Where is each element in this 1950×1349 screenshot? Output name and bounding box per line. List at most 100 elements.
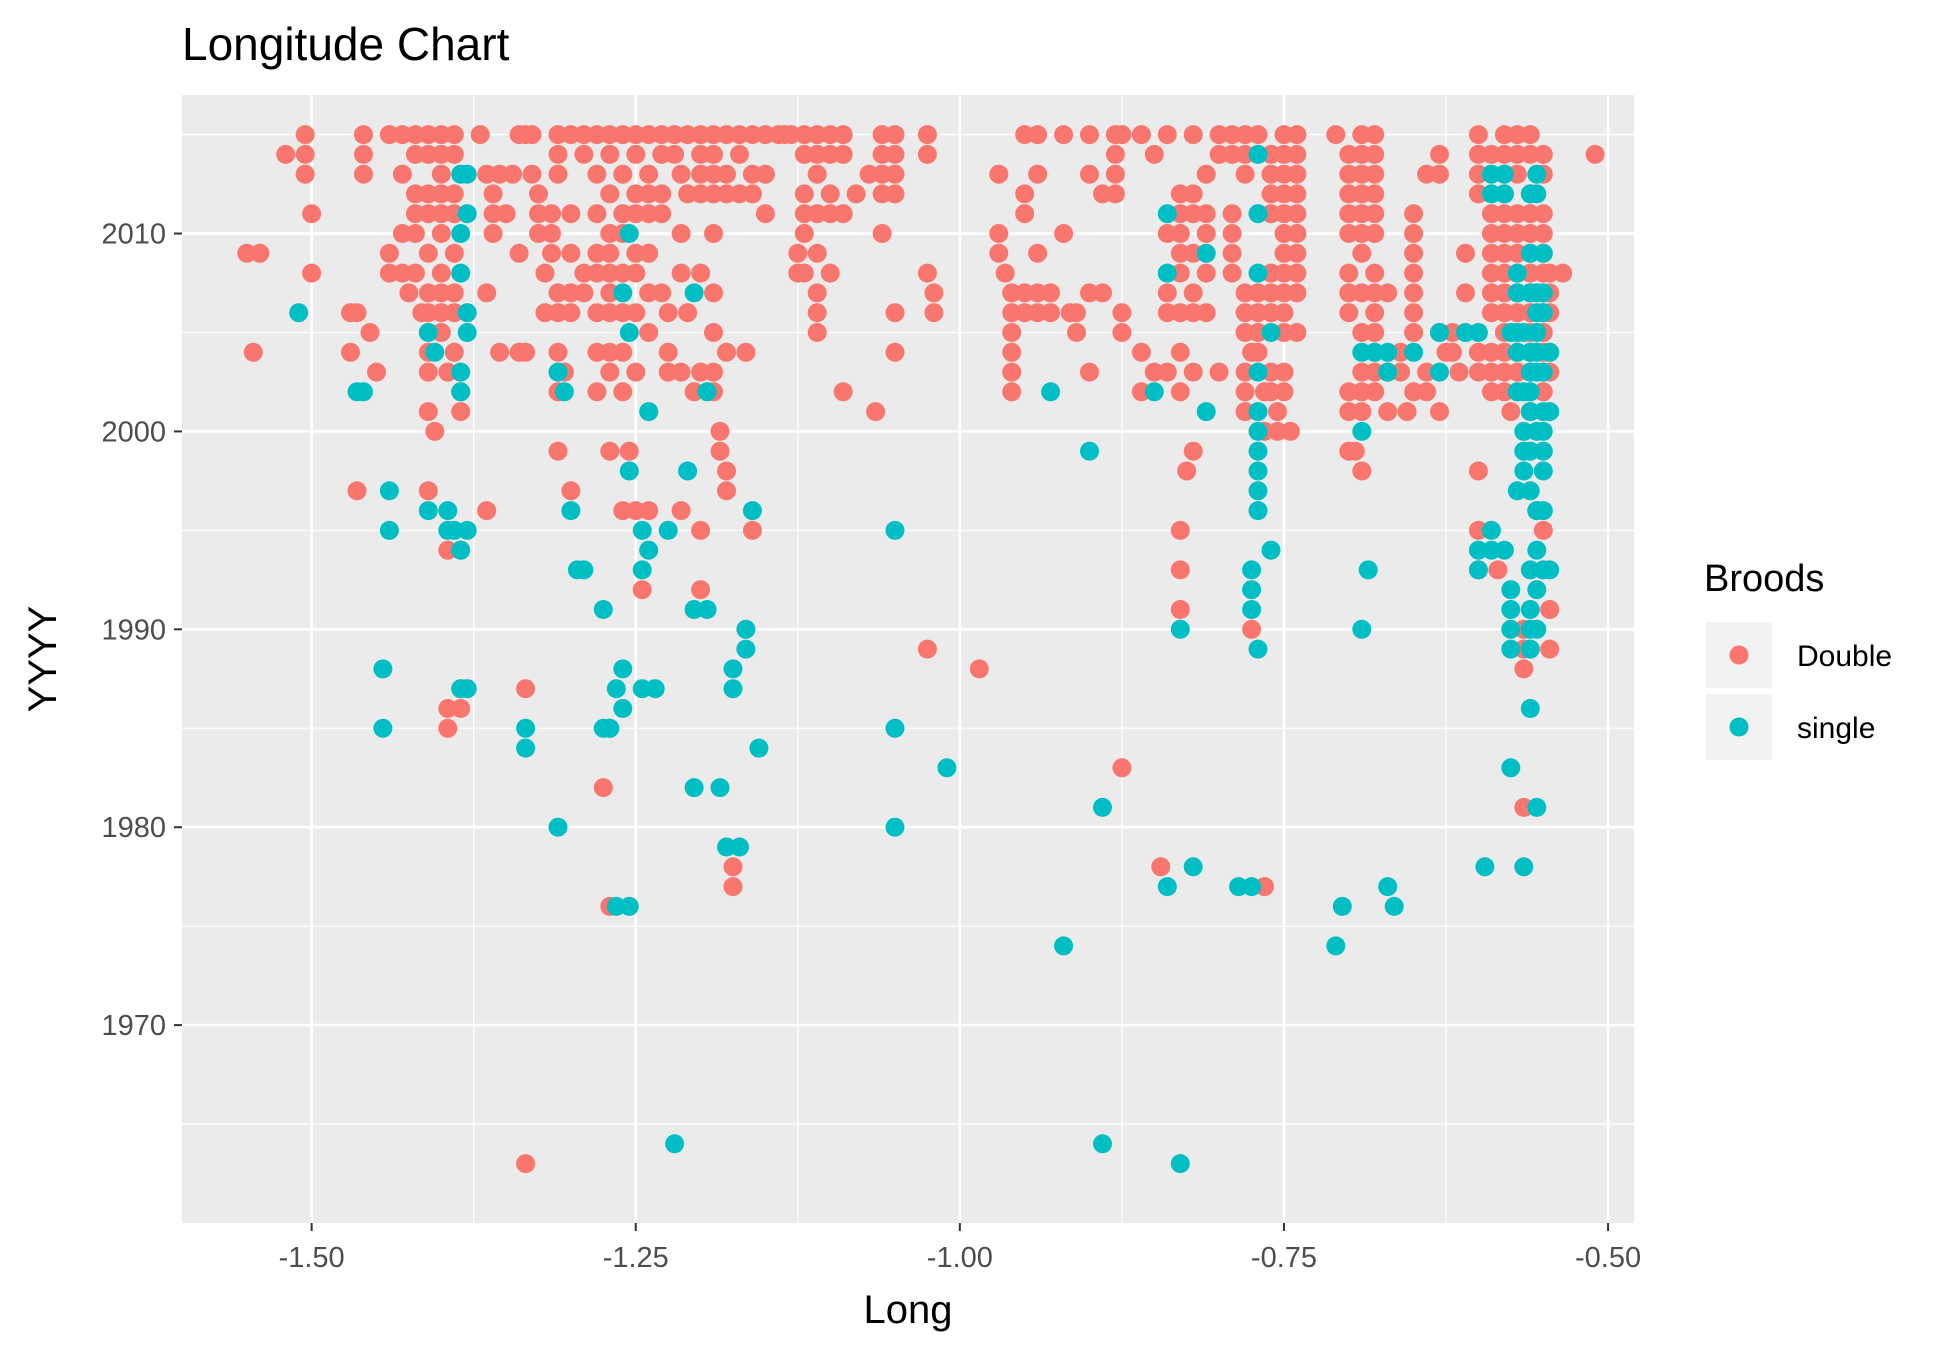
data-point bbox=[587, 204, 607, 224]
data-point bbox=[457, 164, 477, 184]
data-point bbox=[574, 125, 594, 145]
data-point bbox=[593, 778, 613, 798]
data-point bbox=[548, 342, 568, 362]
data-point bbox=[742, 184, 762, 204]
data-point bbox=[444, 342, 464, 362]
data-point bbox=[418, 481, 438, 501]
data-point bbox=[1533, 441, 1553, 461]
data-point bbox=[1261, 144, 1281, 164]
data-point bbox=[678, 461, 698, 481]
data-point bbox=[1248, 362, 1268, 382]
data-point bbox=[1533, 421, 1553, 441]
data-point bbox=[742, 125, 762, 145]
data-point bbox=[619, 896, 639, 916]
data-point bbox=[399, 283, 419, 303]
data-point bbox=[1287, 224, 1307, 243]
data-point bbox=[1507, 125, 1527, 145]
data-point bbox=[1002, 342, 1022, 362]
data-point bbox=[483, 224, 503, 243]
data-point bbox=[1093, 283, 1112, 303]
data-point bbox=[587, 382, 607, 402]
data-point bbox=[1248, 204, 1268, 224]
data-point bbox=[1261, 204, 1281, 224]
data-point bbox=[1481, 362, 1501, 382]
data-point bbox=[807, 323, 827, 342]
data-point bbox=[1468, 164, 1488, 184]
data-point bbox=[1520, 481, 1540, 501]
data-point bbox=[470, 125, 490, 145]
data-point bbox=[444, 243, 464, 263]
data-point bbox=[1520, 382, 1540, 402]
data-point bbox=[600, 441, 620, 461]
data-point bbox=[807, 243, 827, 263]
data-point bbox=[885, 184, 905, 204]
data-point bbox=[1443, 323, 1462, 342]
data-point bbox=[516, 718, 536, 738]
data-point bbox=[1339, 283, 1359, 303]
data-point bbox=[730, 144, 749, 164]
data-point bbox=[1468, 184, 1488, 204]
data-point bbox=[872, 224, 892, 243]
data-point bbox=[373, 718, 393, 738]
data-point bbox=[1242, 600, 1262, 619]
data-point bbox=[289, 303, 309, 323]
data-point bbox=[1261, 303, 1281, 323]
data-point bbox=[600, 283, 620, 303]
data-point bbox=[1553, 263, 1573, 283]
data-point bbox=[1481, 263, 1501, 283]
data-point bbox=[846, 184, 866, 204]
data-point bbox=[619, 323, 639, 342]
data-point bbox=[794, 184, 814, 204]
data-point bbox=[1481, 204, 1501, 224]
data-point bbox=[1287, 184, 1307, 204]
data-point bbox=[723, 679, 743, 699]
data-point bbox=[529, 224, 548, 243]
data-point bbox=[1468, 540, 1488, 560]
data-point bbox=[807, 283, 827, 303]
data-point bbox=[1170, 520, 1190, 540]
chart-title: Longitude Chart bbox=[182, 18, 510, 70]
data-point bbox=[671, 362, 691, 382]
data-point bbox=[542, 243, 561, 263]
data-point bbox=[431, 224, 451, 243]
data-point bbox=[1339, 144, 1359, 164]
data-point bbox=[516, 679, 536, 699]
data-point bbox=[1404, 283, 1424, 303]
data-point bbox=[1196, 402, 1216, 422]
data-point bbox=[1527, 619, 1547, 639]
data-point bbox=[917, 639, 937, 659]
data-point bbox=[885, 718, 905, 738]
data-point bbox=[736, 639, 756, 659]
data-point bbox=[613, 382, 633, 402]
data-point bbox=[451, 699, 471, 718]
data-point bbox=[431, 164, 451, 184]
data-point bbox=[717, 125, 736, 145]
data-point bbox=[1196, 243, 1216, 263]
data-point bbox=[723, 877, 743, 897]
data-point bbox=[606, 896, 626, 916]
data-point bbox=[373, 659, 393, 679]
data-point bbox=[1248, 303, 1268, 323]
data-point bbox=[418, 362, 438, 382]
data-point bbox=[833, 382, 853, 402]
data-point bbox=[1144, 362, 1164, 382]
data-point bbox=[1157, 224, 1177, 243]
data-point bbox=[1209, 125, 1229, 145]
data-point bbox=[1261, 164, 1281, 184]
data-point bbox=[1183, 184, 1203, 204]
data-point bbox=[1540, 342, 1560, 362]
data-point bbox=[1041, 382, 1061, 402]
data-point bbox=[1501, 619, 1521, 639]
data-point bbox=[704, 283, 723, 303]
data-point bbox=[626, 362, 646, 382]
data-point bbox=[600, 718, 620, 738]
data-point bbox=[1268, 402, 1287, 422]
data-point bbox=[392, 224, 412, 243]
data-point bbox=[1222, 144, 1242, 164]
data-point bbox=[704, 362, 723, 382]
data-point bbox=[431, 125, 451, 145]
data-point bbox=[1028, 243, 1048, 263]
data-point bbox=[1352, 461, 1372, 481]
data-point bbox=[1196, 164, 1216, 184]
